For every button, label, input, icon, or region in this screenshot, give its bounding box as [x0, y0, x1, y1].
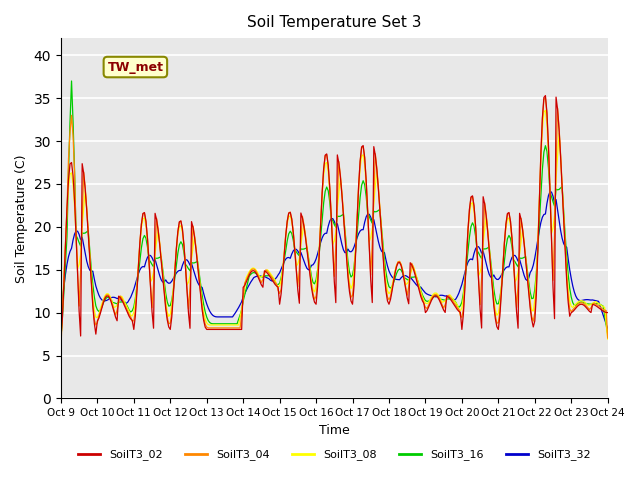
SoilT3_04 [369, 240, 376, 246]
SoilT3_04 [159, 272, 166, 278]
Text: TW_met: TW_met [108, 60, 163, 73]
SoilT3_02 [537, 151, 545, 157]
SoilT3_16 [57, 336, 65, 341]
SoilT3_08 [399, 267, 406, 273]
SoilT3_32 [387, 272, 394, 277]
SoilT3_02 [159, 275, 166, 280]
SoilT3_02 [387, 297, 394, 302]
SoilT3_04 [604, 335, 612, 341]
SoilT3_04 [72, 232, 80, 238]
SoilT3_16 [388, 284, 396, 289]
SoilT3_08 [57, 338, 65, 344]
Legend: SoilT3_02, SoilT3_04, SoilT3_08, SoilT3_16, SoilT3_32: SoilT3_02, SoilT3_04, SoilT3_08, SoilT3_… [74, 445, 595, 465]
SoilT3_04 [399, 267, 406, 273]
Line: SoilT3_04: SoilT3_04 [61, 98, 608, 349]
SoilT3_08 [537, 158, 545, 164]
SoilT3_02 [399, 269, 406, 275]
SoilT3_02 [541, 93, 549, 98]
SoilT3_04 [387, 294, 394, 300]
Line: SoilT3_16: SoilT3_16 [61, 81, 608, 338]
SoilT3_16 [74, 236, 81, 241]
SoilT3_32 [537, 220, 545, 226]
SoilT3_08 [541, 108, 549, 113]
X-axis label: Time: Time [319, 424, 349, 437]
SoilT3_02 [57, 335, 65, 341]
SoilT3_32 [159, 279, 166, 285]
SoilT3_08 [369, 226, 376, 231]
SoilT3_32 [604, 326, 612, 332]
SoilT3_32 [57, 309, 65, 315]
SoilT3_32 [72, 228, 80, 234]
SoilT3_08 [159, 270, 166, 276]
Title: Soil Temperature Set 3: Soil Temperature Set 3 [247, 15, 422, 30]
SoilT3_02 [604, 310, 612, 315]
SoilT3_16 [68, 78, 76, 84]
SoilT3_32 [399, 274, 406, 279]
SoilT3_08 [72, 233, 80, 239]
Line: SoilT3_02: SoilT3_02 [61, 96, 608, 338]
SoilT3_16 [161, 279, 168, 285]
SoilT3_16 [370, 208, 378, 214]
SoilT3_32 [546, 189, 554, 195]
SoilT3_04 [57, 346, 65, 352]
Line: SoilT3_32: SoilT3_32 [61, 192, 608, 329]
SoilT3_08 [604, 336, 612, 342]
SoilT3_02 [369, 300, 376, 305]
SoilT3_04 [541, 95, 549, 101]
SoilT3_16 [538, 167, 546, 172]
SoilT3_04 [537, 151, 545, 157]
Y-axis label: Soil Temperature (C): Soil Temperature (C) [15, 154, 28, 283]
SoilT3_08 [387, 289, 394, 295]
SoilT3_02 [72, 234, 80, 240]
Line: SoilT3_08: SoilT3_08 [61, 110, 608, 341]
SoilT3_32 [369, 219, 376, 225]
SoilT3_16 [604, 331, 612, 337]
SoilT3_16 [401, 275, 408, 281]
